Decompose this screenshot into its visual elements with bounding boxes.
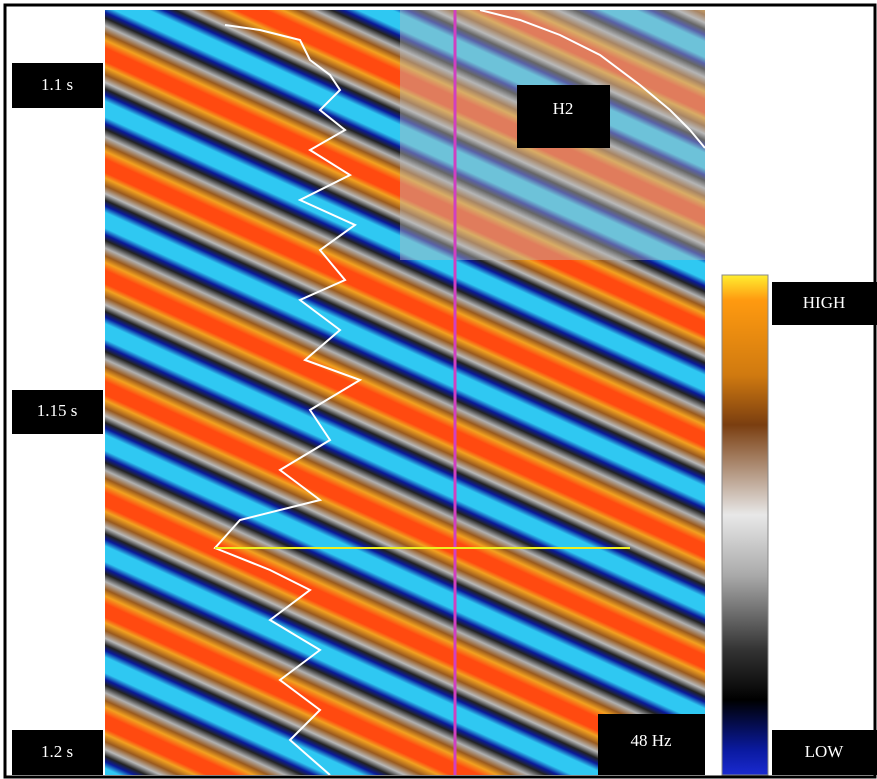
label-box [517, 85, 610, 148]
horizon-label: H2 [553, 99, 574, 118]
label-box [598, 714, 705, 775]
colorbar-high: HIGH [803, 293, 846, 312]
label-box [772, 282, 877, 325]
label-box [12, 390, 103, 434]
time-label: 1.15 s [37, 401, 78, 420]
colorbar [721, 274, 769, 776]
time-label: 1.2 s [41, 742, 73, 761]
time-label: 1.1 s [41, 75, 73, 94]
label-box [12, 730, 103, 775]
label-box [12, 63, 103, 108]
colorbar-low: LOW [805, 742, 845, 761]
label-box [772, 730, 877, 775]
frequency-label: 48 Hz [630, 731, 672, 750]
seismic-section [105, 10, 705, 775]
